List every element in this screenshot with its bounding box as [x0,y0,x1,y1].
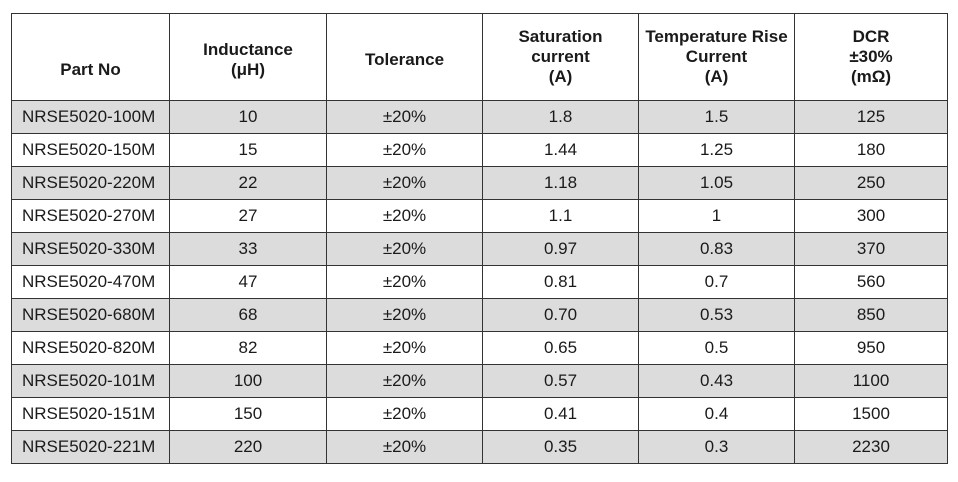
table-row: NRSE5020-820M 82 ±20% 0.65 0.5 950 [11,331,948,365]
cell-inductance: 27 [169,199,327,233]
cell-inductance: 220 [169,430,327,464]
cell-inductance: 100 [169,364,327,398]
cell-temperature-rise-current: 0.53 [638,298,795,332]
spec-table-container: Part No Inductance (μH) Tolerance Satura… [11,13,948,464]
cell-dcr: 370 [794,232,948,266]
table-row: NRSE5020-150M 15 ±20% 1.44 1.25 180 [11,133,948,167]
cell-dcr: 1100 [794,364,948,398]
cell-inductance: 22 [169,166,327,200]
cell-saturation-current: 0.81 [482,265,639,299]
cell-temperature-rise-current: 0.83 [638,232,795,266]
cell-part-no: NRSE5020-100M [11,100,170,134]
cell-tolerance: ±20% [326,166,483,200]
cell-part-no: NRSE5020-101M [11,364,170,398]
table-row: NRSE5020-680M 68 ±20% 0.70 0.53 850 [11,298,948,332]
table-body: NRSE5020-100M 10 ±20% 1.8 1.5 125 NRSE50… [11,100,948,464]
cell-saturation-current: 0.41 [482,397,639,431]
cell-tolerance: ±20% [326,100,483,134]
cell-dcr: 950 [794,331,948,365]
cell-temperature-rise-current: 1.05 [638,166,795,200]
cell-saturation-current: 0.35 [482,430,639,464]
cell-temperature-rise-current: 1 [638,199,795,233]
cell-tolerance: ±20% [326,199,483,233]
cell-tolerance: ±20% [326,430,483,464]
header-part-no: Part No [11,13,170,101]
cell-temperature-rise-current: 0.43 [638,364,795,398]
cell-temperature-rise-current: 0.7 [638,265,795,299]
cell-inductance: 10 [169,100,327,134]
cell-saturation-current: 0.97 [482,232,639,266]
cell-part-no: NRSE5020-470M [11,265,170,299]
header-tolerance: Tolerance [326,13,483,101]
table-row: NRSE5020-100M 10 ±20% 1.8 1.5 125 [11,100,948,134]
inductor-spec-table: Part No Inductance (μH) Tolerance Satura… [11,13,948,464]
cell-dcr: 300 [794,199,948,233]
cell-temperature-rise-current: 1.5 [638,100,795,134]
cell-tolerance: ±20% [326,364,483,398]
header-saturation-current: Saturation current (A) [482,13,639,101]
cell-saturation-current: 1.8 [482,100,639,134]
cell-saturation-current: 1.1 [482,199,639,233]
cell-part-no: NRSE5020-221M [11,430,170,464]
table-row: NRSE5020-221M 220 ±20% 0.35 0.3 2230 [11,430,948,464]
cell-inductance: 82 [169,331,327,365]
cell-dcr: 560 [794,265,948,299]
cell-dcr: 850 [794,298,948,332]
cell-inductance: 33 [169,232,327,266]
table-row: NRSE5020-220M 22 ±20% 1.18 1.05 250 [11,166,948,200]
header-dcr: DCR ±30% (mΩ) [794,13,948,101]
header-row: Part No Inductance (μH) Tolerance Satura… [11,13,948,101]
cell-inductance: 68 [169,298,327,332]
cell-part-no: NRSE5020-270M [11,199,170,233]
table-row: NRSE5020-151M 150 ±20% 0.41 0.4 1500 [11,397,948,431]
cell-tolerance: ±20% [326,331,483,365]
cell-inductance: 47 [169,265,327,299]
table-row: NRSE5020-101M 100 ±20% 0.57 0.43 1100 [11,364,948,398]
table-row: NRSE5020-270M 27 ±20% 1.1 1 300 [11,199,948,233]
cell-temperature-rise-current: 0.4 [638,397,795,431]
cell-part-no: NRSE5020-820M [11,331,170,365]
cell-tolerance: ±20% [326,133,483,167]
cell-temperature-rise-current: 0.5 [638,331,795,365]
cell-saturation-current: 1.18 [482,166,639,200]
cell-tolerance: ±20% [326,265,483,299]
header-temperature-rise-current: Temperature Rise Current (A) [638,13,795,101]
cell-saturation-current: 0.65 [482,331,639,365]
cell-dcr: 250 [794,166,948,200]
table-row: NRSE5020-330M 33 ±20% 0.97 0.83 370 [11,232,948,266]
cell-saturation-current: 0.57 [482,364,639,398]
cell-temperature-rise-current: 1.25 [638,133,795,167]
cell-dcr: 2230 [794,430,948,464]
cell-dcr: 125 [794,100,948,134]
cell-saturation-current: 1.44 [482,133,639,167]
cell-part-no: NRSE5020-680M [11,298,170,332]
header-inductance: Inductance (μH) [169,13,327,101]
cell-inductance: 150 [169,397,327,431]
cell-inductance: 15 [169,133,327,167]
cell-dcr: 1500 [794,397,948,431]
cell-tolerance: ±20% [326,298,483,332]
cell-part-no: NRSE5020-220M [11,166,170,200]
cell-part-no: NRSE5020-151M [11,397,170,431]
cell-part-no: NRSE5020-150M [11,133,170,167]
cell-part-no: NRSE5020-330M [11,232,170,266]
cell-saturation-current: 0.70 [482,298,639,332]
table-row: NRSE5020-470M 47 ±20% 0.81 0.7 560 [11,265,948,299]
cell-tolerance: ±20% [326,397,483,431]
cell-temperature-rise-current: 0.3 [638,430,795,464]
cell-tolerance: ±20% [326,232,483,266]
cell-dcr: 180 [794,133,948,167]
